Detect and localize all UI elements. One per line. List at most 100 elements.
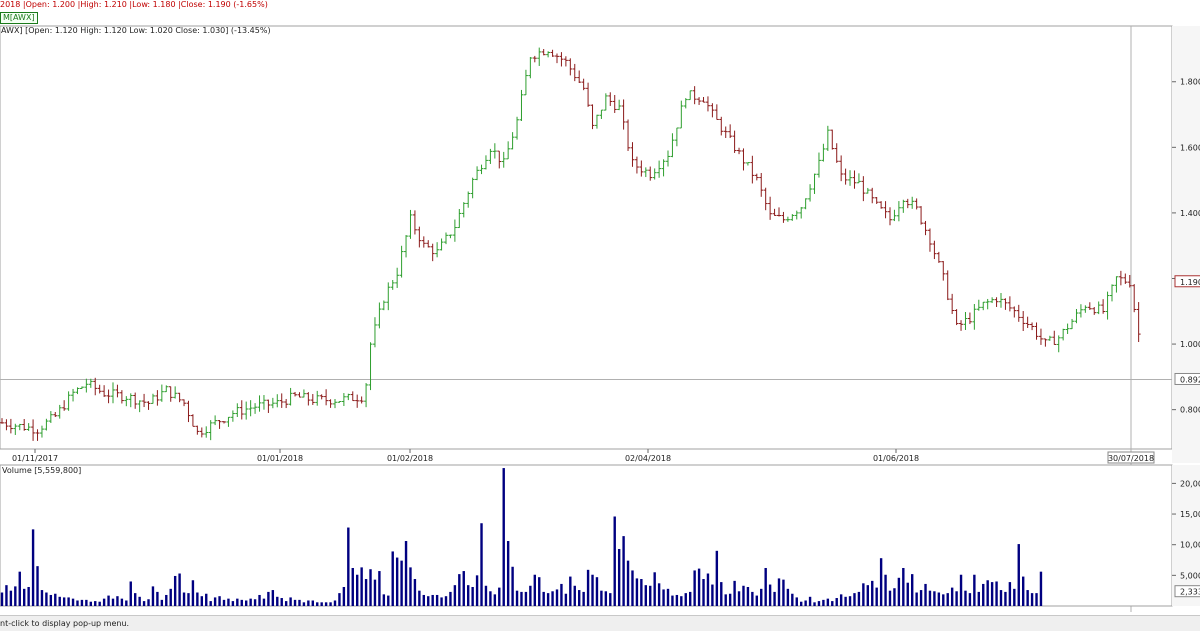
volume-bar xyxy=(467,585,470,606)
symbol-tag[interactable]: M[AWX] xyxy=(0,12,38,24)
volume-bar xyxy=(631,570,634,606)
ohlc-bar xyxy=(777,207,781,217)
volume-bar xyxy=(569,576,572,606)
volume-bar xyxy=(1026,590,1029,606)
volume-bar xyxy=(1030,593,1034,606)
ohlc-bar xyxy=(1096,301,1101,315)
volume-bar xyxy=(200,596,203,606)
volume-bar xyxy=(360,567,363,606)
ohlc-bar xyxy=(22,418,27,431)
volume-bar xyxy=(693,570,696,606)
volume-y-tick-label: 5,000 xyxy=(1180,571,1200,580)
ohlc-bar xyxy=(683,98,688,109)
volume-bar xyxy=(329,602,332,606)
ohlc-bar xyxy=(222,421,226,424)
ohlc-bar xyxy=(417,226,422,248)
volume-bar xyxy=(471,586,474,606)
ohlc-bar xyxy=(355,394,360,408)
ohlc-bar xyxy=(603,93,608,111)
ohlc-bar xyxy=(341,393,346,407)
volume-bar xyxy=(444,596,448,606)
volume-bar xyxy=(777,578,781,606)
volume-bar xyxy=(1035,593,1038,606)
ohlc-bar xyxy=(146,401,151,410)
ohlc-bar xyxy=(119,390,124,404)
volume-bar xyxy=(542,591,545,606)
ohlc-bar xyxy=(13,423,18,435)
ohlc-summary: 2018 |Open: 1.200 |High: 1.210 |Low: 1.1… xyxy=(0,0,268,9)
ohlc-bar xyxy=(674,127,679,147)
ohlc-bar xyxy=(954,309,959,326)
volume-bar xyxy=(391,551,394,606)
ohlc-bar xyxy=(155,390,160,406)
ohlc-bar xyxy=(892,209,897,222)
ohlc-bar xyxy=(883,201,888,219)
volume-bar xyxy=(955,591,958,606)
ohlc-bar xyxy=(750,155,755,184)
ohlc-bar xyxy=(381,300,386,311)
volume-bar xyxy=(857,591,861,606)
ohlc-bar xyxy=(466,191,471,208)
volume-bar xyxy=(791,593,794,606)
ohlc-bar xyxy=(848,170,853,186)
volume-bar xyxy=(116,596,119,606)
ohlc-bar xyxy=(159,384,164,402)
ohlc-bar xyxy=(253,403,258,414)
ohlc-bar xyxy=(861,176,866,202)
ohlc-bar xyxy=(475,166,480,181)
volume-bar xyxy=(347,527,350,606)
volume-bar xyxy=(107,595,110,606)
ohlc-bar xyxy=(62,400,67,411)
volume-bar xyxy=(387,595,390,606)
volume-bar xyxy=(502,468,505,606)
volume-bar xyxy=(808,596,812,606)
ohlc-bar xyxy=(435,242,440,258)
volume-bar xyxy=(364,579,368,606)
volume-bar xyxy=(369,569,372,606)
ohlc-bar xyxy=(874,197,879,204)
volume-bar xyxy=(209,601,212,606)
volume-bar xyxy=(0,592,4,606)
volume-bar xyxy=(431,594,434,606)
ohlc-bar xyxy=(825,125,830,151)
volume-bar xyxy=(879,558,883,606)
ohlc-bar xyxy=(204,426,209,438)
ohlc-bar xyxy=(634,156,639,174)
volume-bar xyxy=(147,599,150,606)
ohlc-bar xyxy=(705,96,710,112)
volume-bar xyxy=(582,591,585,606)
ohlc-bar xyxy=(457,208,462,229)
volume-bar xyxy=(546,593,550,606)
ohlc-bar xyxy=(213,415,218,426)
ohlc-bar xyxy=(173,386,178,399)
volume-bar xyxy=(604,591,608,606)
ohlc-bar xyxy=(297,392,302,398)
ohlc-bar xyxy=(350,391,355,402)
volume-bar xyxy=(311,600,314,606)
volume-bar xyxy=(911,574,914,606)
volume-bar xyxy=(160,599,164,606)
ohlc-bar xyxy=(697,97,702,105)
ohlc-bar xyxy=(1056,335,1061,353)
ohlc-bar xyxy=(426,240,431,248)
volume-bar xyxy=(520,591,523,606)
ohlc-bar xyxy=(377,302,382,329)
volume-bar xyxy=(906,582,909,606)
volume-axis-panel xyxy=(1172,465,1200,606)
volume-bar xyxy=(120,598,124,606)
ohlc-bar xyxy=(914,198,919,210)
ohlc-bar xyxy=(275,394,280,408)
volume-bar xyxy=(538,577,541,606)
ohlc-bar xyxy=(421,236,426,248)
volume-bar xyxy=(276,596,279,606)
volume-bar xyxy=(289,597,292,606)
volume-bar xyxy=(968,593,972,606)
ohlc-bar xyxy=(470,177,475,199)
volume-bar xyxy=(609,593,612,606)
volume-bar xyxy=(675,594,679,606)
volume-bar xyxy=(156,591,159,606)
ohlc-bar xyxy=(563,56,568,67)
ohlc-bar xyxy=(714,104,719,120)
ohlc-bar xyxy=(785,216,790,222)
